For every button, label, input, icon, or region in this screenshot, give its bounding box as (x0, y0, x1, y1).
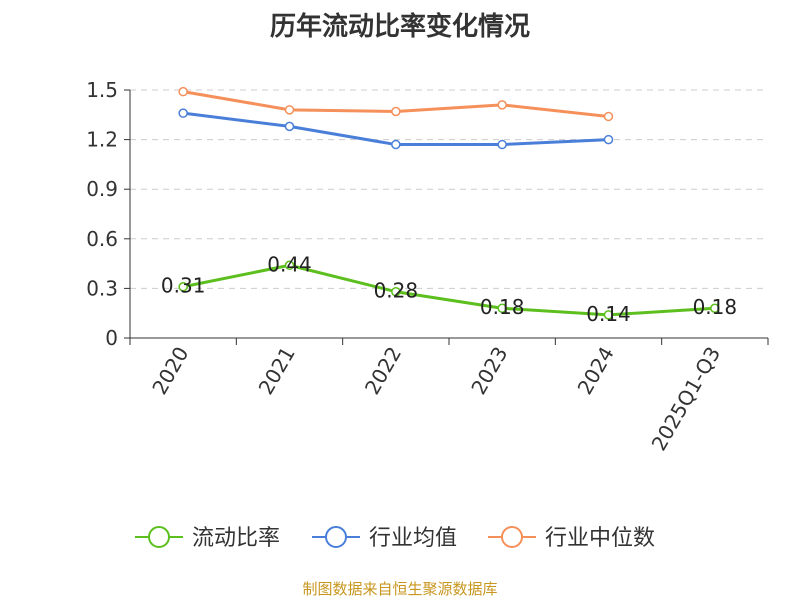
data-point (284, 121, 295, 132)
data-point (178, 86, 188, 97)
data-label: 0.31 (161, 274, 206, 298)
legend-label: 流动比率 (192, 526, 280, 551)
data-label: 0.28 (374, 279, 419, 303)
y-tick-label: 0.9 (86, 177, 118, 201)
legend: 流动比率 行业均值 行业中位数 (135, 526, 655, 551)
data-point (497, 100, 507, 110)
data-point (284, 260, 295, 271)
data-label: 0.14 (586, 302, 631, 326)
y-tick-label: 0.3 (86, 276, 118, 300)
data-point (391, 139, 401, 150)
chart-title: 历年流动比率变化情况 (269, 12, 530, 42)
axes: 0 0.3 0.6 0.9 1.2 1.5 2020 2021 2022 2023 2024 2025… (86, 78, 769, 455)
data-label: 0.18 (480, 295, 525, 319)
grid-lines (130, 89, 768, 289)
data-point (603, 310, 614, 320)
data-point (497, 303, 507, 313)
x-tick-label: 2020 (147, 343, 193, 399)
series-layer (178, 86, 720, 320)
data-point (603, 111, 614, 122)
data-label: 0.18 (693, 295, 738, 319)
y-tick-label: 0 (105, 326, 118, 350)
data-point (391, 106, 401, 117)
legend-label: 行业均值 (369, 526, 457, 551)
data-point (603, 134, 614, 145)
y-tick-label: 1.5 (86, 78, 118, 102)
data-label: 0.44 (267, 252, 312, 276)
data-labels: 0.31 0.44 0.28 0.18 0.14 0.18 (161, 252, 737, 326)
x-tick-label: 2021 (254, 343, 300, 399)
legend-marker (501, 526, 523, 548)
data-point (178, 281, 188, 292)
x-tick-label: 2023 (466, 342, 512, 398)
data-point (284, 105, 295, 115)
x-tick-label: 2024 (573, 343, 619, 399)
data-point (391, 286, 401, 297)
x-tick-label: 2022 (360, 343, 406, 399)
legend-marker (325, 526, 347, 548)
data-point (710, 303, 720, 313)
series-line-0 (182, 263, 715, 317)
legend-label: 行业中位数 (545, 526, 655, 551)
y-tick-label: 1.2 (86, 128, 118, 152)
data-point (178, 108, 188, 118)
y-tick-label: 0.6 (86, 227, 118, 251)
data-point (497, 139, 507, 150)
x-tick-label: 2025Q1-Q3 (646, 343, 725, 455)
legend-marker (148, 526, 170, 548)
source-note: 制图数据来自恒生聚源数据库 (302, 580, 498, 598)
